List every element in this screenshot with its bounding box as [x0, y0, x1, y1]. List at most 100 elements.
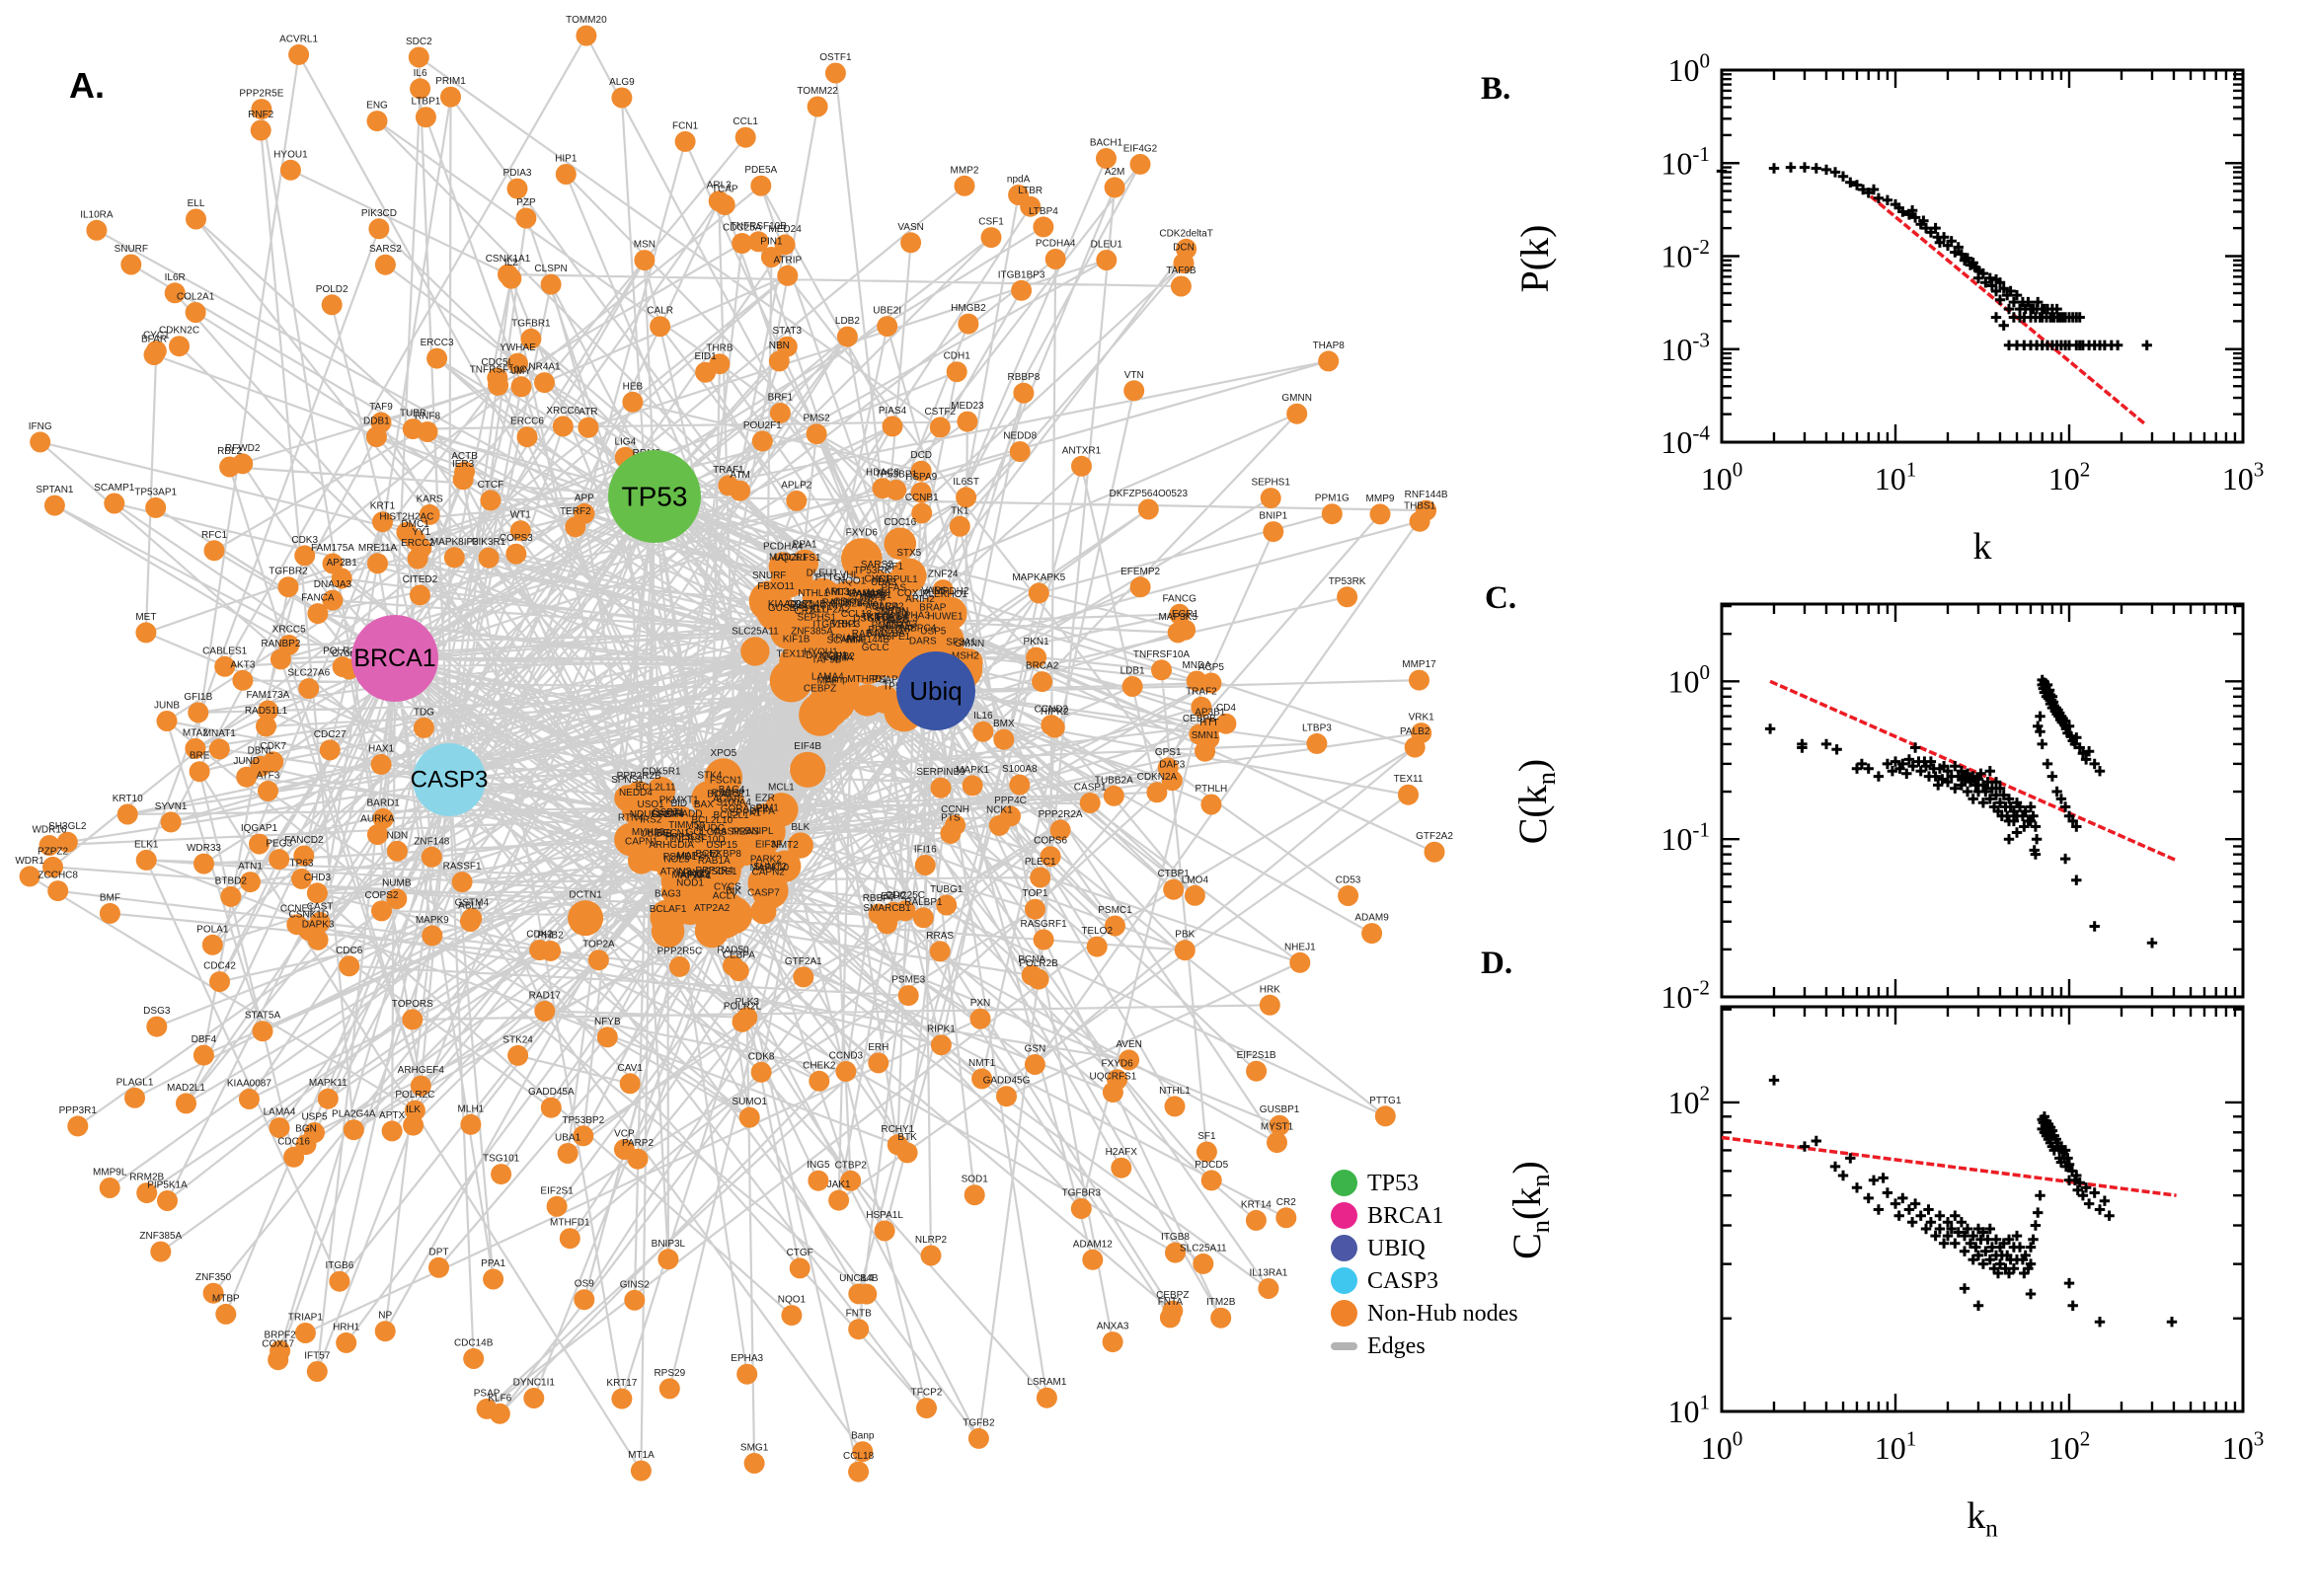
svg-text:C7orf64: C7orf64: [332, 648, 367, 659]
network-node: [451, 872, 473, 893]
svg-text:CDK2: CDK2: [526, 930, 553, 941]
legend-item: UBIQ: [1331, 1232, 1558, 1264]
svg-text:DCN: DCN: [1173, 243, 1195, 254]
legend-label: BRCA1: [1367, 1202, 1444, 1229]
svg-text:IFNG: IFNG: [29, 421, 52, 432]
svg-text:NEDD4: NEDD4: [619, 788, 653, 798]
network-node: [679, 879, 718, 917]
network-node: [852, 1441, 874, 1463]
network-node: [967, 1427, 989, 1449]
svg-text:THAP8: THAP8: [877, 615, 909, 626]
svg-text:BID: BID: [670, 798, 687, 809]
svg-text:WDR1: WDR1: [15, 856, 44, 867]
network-node: [509, 520, 531, 542]
svg-text:PTHLH: PTHLH: [1196, 784, 1228, 795]
svg-text:TOP2A: TOP2A: [582, 940, 615, 950]
svg-text:CYC1: CYC1: [865, 574, 891, 585]
network-node: [506, 178, 528, 199]
svg-text:ILK: ILK: [406, 1104, 421, 1115]
svg-text:COPS4: COPS4: [875, 611, 908, 622]
y-axis-label: C(kn): [1510, 759, 1561, 845]
svg-text:CDC42: CDC42: [203, 961, 236, 972]
svg-text:BRE: BRE: [190, 751, 210, 762]
network-node: [964, 1184, 985, 1206]
network-node: [249, 833, 270, 855]
svg-text:RANBP1: RANBP1: [821, 598, 861, 609]
network-node: [454, 461, 476, 483]
network-node: [368, 218, 390, 240]
svg-text:MAPK9: MAPK9: [416, 915, 449, 926]
legend-label: Edges: [1367, 1332, 1426, 1359]
network-node: [410, 78, 431, 100]
svg-text:RABEP1: RABEP1: [712, 789, 751, 799]
network-node: [426, 347, 448, 369]
svg-text:CDKN2C: CDKN2C: [833, 596, 874, 607]
svg-text:UBA3: UBA3: [871, 577, 897, 588]
svg-text:PPP2R2B: PPP2R2B: [617, 771, 661, 782]
network-node: [754, 877, 782, 905]
network-nodes: [19, 25, 1445, 1482]
network-node: [307, 929, 329, 950]
svg-text:ALG9: ALG9: [866, 588, 891, 599]
svg-text:VHL: VHL: [840, 570, 860, 581]
svg-text:MTA2: MTA2: [183, 727, 208, 738]
network-node: [1163, 878, 1185, 900]
svg-text:MAPK1: MAPK1: [956, 765, 989, 776]
network-node: [932, 579, 954, 601]
network-node: [215, 1303, 237, 1325]
network-node: [1043, 717, 1065, 738]
legend-item: CASP3: [1331, 1264, 1558, 1297]
svg-text:TERF2: TERF2: [560, 506, 591, 517]
network-node: [47, 880, 69, 902]
network-node: [730, 480, 751, 501]
svg-text:MMP17: MMP17: [1402, 659, 1436, 670]
svg-text:NQO1: NQO1: [778, 1295, 807, 1306]
svg-text:PPA1: PPA1: [481, 1258, 505, 1269]
svg-text:ARL3: ARL3: [707, 181, 732, 191]
svg-text:DSG3: DSG3: [853, 614, 881, 625]
svg-text:VRK1: VRK1: [831, 619, 858, 630]
svg-text:CAPN2: CAPN2: [752, 868, 786, 878]
svg-text:OS9: OS9: [575, 1279, 594, 1290]
svg-text:RASSF1: RASSF1: [443, 862, 482, 873]
svg-text:YY1: YY1: [412, 527, 430, 538]
svg-text:DAPK3: DAPK3: [302, 919, 335, 930]
network-node: [962, 775, 983, 797]
network-node: [807, 96, 828, 117]
network-node: [611, 1388, 633, 1409]
svg-text:CCND3: CCND3: [829, 1051, 864, 1062]
svg-text:POLR2C: POLR2C: [395, 1090, 434, 1101]
svg-text:RPS29: RPS29: [654, 1368, 685, 1379]
network-node: [145, 496, 167, 518]
svg-text:PPP2R2A: PPP2R2A: [1039, 809, 1083, 820]
network-node: [506, 352, 528, 374]
svg-text:CDC16: CDC16: [277, 1136, 310, 1147]
svg-text:SOD1: SOD1: [962, 1175, 989, 1185]
svg-text:PLEKHO1: PLEKHO1: [922, 589, 968, 600]
svg-text:LSRAM1: LSRAM1: [1027, 1377, 1066, 1388]
svg-text:ATN1: ATN1: [238, 862, 263, 873]
network-node: [1011, 279, 1033, 301]
svg-text:VARS: VARS: [921, 586, 948, 597]
svg-text:Banp: Banp: [824, 674, 848, 685]
network-node: [774, 234, 796, 256]
network-node: [19, 866, 40, 887]
svg-text:FAM175A: FAM175A: [311, 543, 354, 554]
svg-text:MET: MET: [135, 612, 156, 623]
svg-text:SH3GL2: SH3GL2: [48, 821, 87, 832]
svg-text:JMY: JMY: [511, 366, 531, 377]
svg-text:MYH10: MYH10: [632, 827, 665, 838]
svg-text:SF3A1: SF3A1: [946, 638, 976, 648]
svg-text:CDC25C: CDC25C: [886, 890, 925, 901]
svg-text:CAV1: CAV1: [618, 1063, 644, 1074]
svg-text:ITM2B: ITM2B: [1206, 1297, 1236, 1308]
network-node: [874, 1220, 895, 1242]
svg-text:DCD: DCD: [910, 450, 932, 461]
svg-text:NHEJ1: NHEJ1: [1284, 942, 1316, 952]
svg-text:GPS1: GPS1: [1155, 747, 1182, 758]
svg-text:SYVN1: SYVN1: [155, 801, 188, 812]
svg-text:NCK1: NCK1: [986, 804, 1013, 815]
svg-text:APTX: APTX: [379, 1110, 405, 1121]
network-node: [478, 547, 500, 569]
svg-text:PIK3R1: PIK3R1: [472, 537, 506, 548]
